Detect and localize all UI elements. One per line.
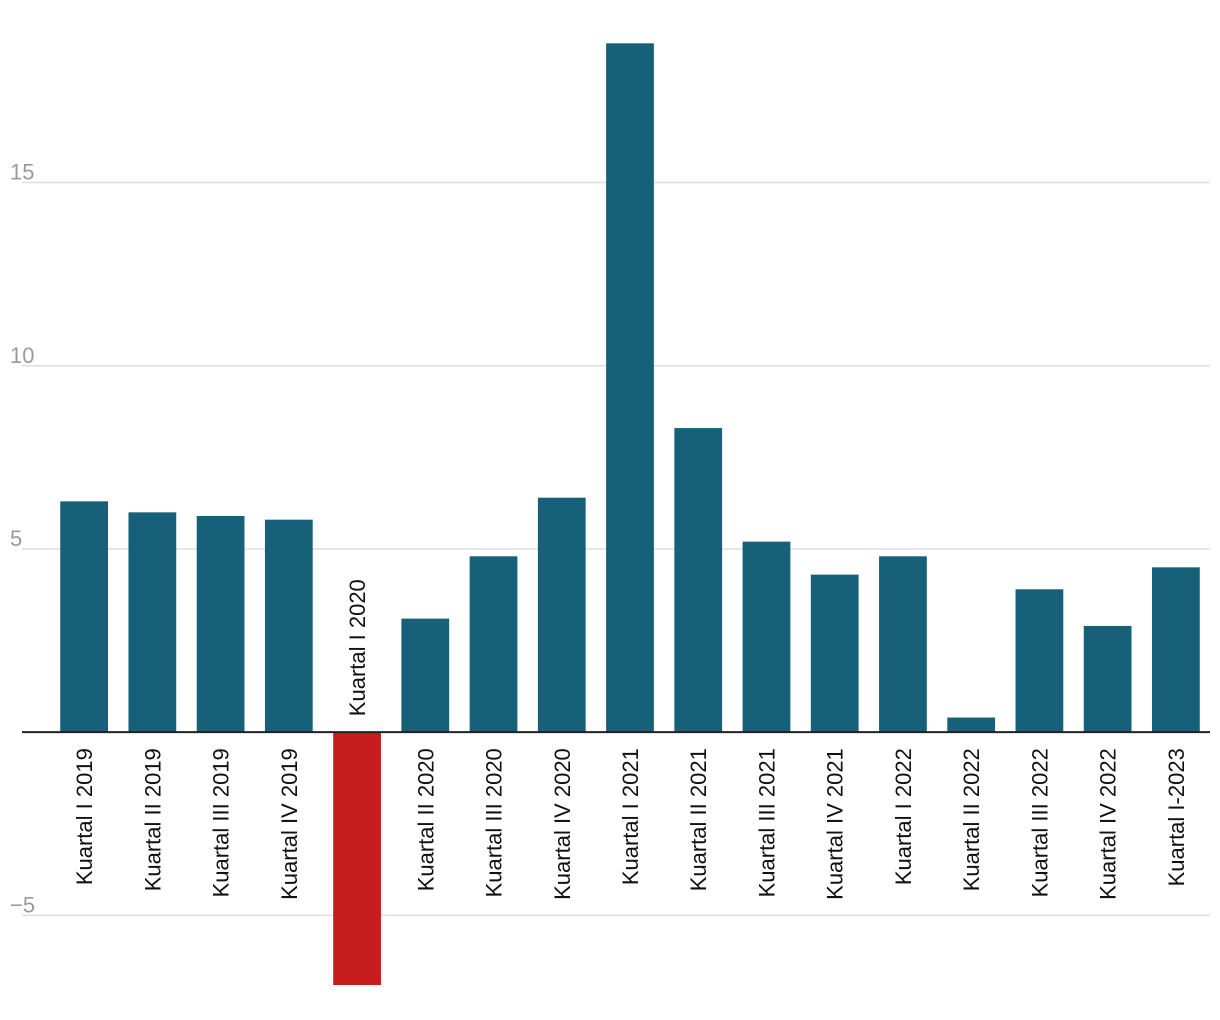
x-tick-label: Kuartal III 2022	[1027, 748, 1052, 897]
x-tick-label: Kuartal II 2021	[686, 748, 711, 891]
bar	[401, 618, 450, 733]
bar	[128, 512, 177, 733]
bar	[810, 574, 859, 733]
y-tick-label: 10	[10, 343, 34, 368]
x-tick-label: Kuartal III 2019	[209, 748, 234, 897]
bar	[1015, 589, 1064, 733]
bar	[60, 501, 108, 733]
x-tick-label: Kuartal I 2019	[72, 748, 97, 885]
x-tick-label: Kuartal II 2019	[140, 748, 165, 891]
y-tick-label: 15	[10, 160, 34, 185]
x-tick-label: Kuartal IV 2020	[550, 748, 575, 900]
bar	[606, 43, 654, 733]
x-tick-label: Kuartal III 2020	[482, 748, 507, 897]
x-tick-label: Kuartal I 2022	[891, 748, 916, 885]
bar	[264, 519, 313, 733]
bar	[537, 497, 586, 733]
y-tick-label: −5	[10, 892, 35, 917]
x-tick-label: Kuartal II 2022	[959, 748, 984, 891]
y-tick-label: 5	[10, 526, 22, 551]
x-tick-label: Kuartal IV 2022	[1096, 748, 1121, 900]
x-tick-label: Kuartal I 2021	[618, 748, 643, 885]
x-axis-labels: Kuartal I 2019 Kuartal II 2019 Kuartal III…	[72, 579, 1189, 900]
bar	[742, 541, 791, 733]
bar	[196, 516, 245, 733]
bar	[469, 556, 518, 733]
bar	[674, 428, 723, 733]
bar	[1083, 625, 1132, 733]
bar	[879, 556, 927, 733]
bar	[947, 717, 996, 733]
x-tick-label: Kuartal II 2020	[413, 748, 438, 891]
bar	[1152, 567, 1200, 733]
bar	[333, 732, 381, 986]
x-tick-label: Kuartal IV 2019	[277, 748, 302, 900]
y-axis-ticks: −5 5 10 15	[10, 160, 35, 918]
x-tick-label: Kuartal IV 2021	[823, 748, 848, 900]
x-tick-label: Kuartal III 2021	[754, 748, 779, 897]
x-tick-label: Kuartal I 2020	[345, 579, 370, 716]
bars	[60, 43, 1200, 986]
x-tick-label: Kuartal I-2023	[1164, 748, 1189, 886]
